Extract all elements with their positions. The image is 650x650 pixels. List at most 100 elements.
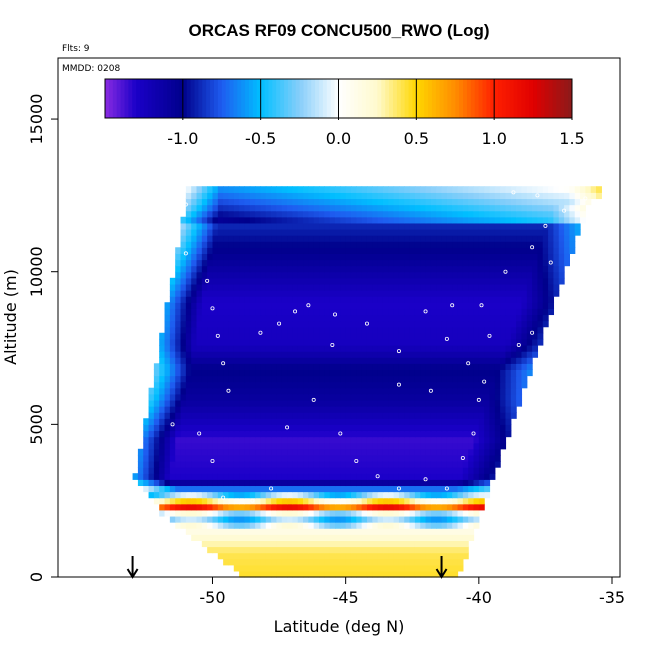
field-cell (478, 473, 485, 480)
field-cell (175, 308, 182, 316)
field-cell (377, 552, 384, 560)
field-cell (260, 235, 267, 242)
field-cell (489, 277, 496, 285)
colorbar-swatch (116, 79, 122, 118)
colorbar-swatch (525, 79, 530, 118)
field-cell (217, 259, 224, 267)
field-cell (255, 235, 262, 242)
field-cell (366, 210, 373, 218)
field-cell (446, 552, 453, 560)
field-cell (265, 369, 272, 377)
field-cell (345, 479, 352, 487)
field-cell (361, 564, 368, 572)
field-cell (350, 430, 357, 438)
field-cell (169, 497, 176, 505)
field-cell (340, 473, 347, 480)
field-cell (484, 332, 491, 340)
field-cell (223, 265, 230, 273)
field-cell (164, 479, 171, 487)
field-cell (366, 564, 373, 572)
field-cell (409, 393, 416, 401)
field-cell (233, 491, 240, 499)
field-cell (505, 186, 512, 193)
field-cell (239, 375, 246, 383)
field-cell (180, 235, 187, 242)
field-cell (500, 283, 507, 291)
field-cell (409, 399, 416, 407)
field-cell (201, 509, 208, 517)
field-cell (398, 491, 405, 499)
field-cell (212, 198, 219, 206)
field-cell (441, 412, 448, 419)
field-cell (159, 448, 166, 456)
field-cell (287, 552, 293, 560)
field-cell (462, 296, 469, 303)
field-cell (191, 314, 198, 322)
field-cell (297, 296, 304, 303)
field-cell (335, 570, 341, 578)
field-cell (271, 308, 278, 316)
field-cell (345, 546, 352, 554)
field-cell (324, 387, 331, 395)
field-cell (473, 314, 480, 322)
field-cell (414, 302, 421, 309)
field-cell (239, 406, 246, 413)
field-cell (239, 302, 246, 309)
field-cell (526, 369, 533, 377)
field-cell (228, 314, 235, 322)
field-cell (340, 216, 347, 224)
field-cell (420, 497, 427, 505)
field-cell (361, 485, 368, 493)
field-cell (505, 369, 512, 377)
field-cell (239, 259, 246, 267)
field-cell (441, 198, 448, 206)
field-cell (244, 503, 251, 511)
field-cell (265, 204, 272, 212)
field-cell (377, 448, 384, 456)
field-cell (356, 558, 363, 566)
field-cell (185, 485, 192, 493)
field-cell (468, 283, 475, 291)
field-cell (175, 363, 182, 370)
field-cell (452, 314, 459, 322)
field-cell (457, 296, 464, 303)
field-cell (324, 369, 331, 377)
field-cell (388, 369, 395, 377)
field-cell (297, 210, 304, 218)
field-cell (372, 491, 379, 499)
field-cell (329, 436, 336, 444)
field-cell (249, 302, 256, 309)
field-cell (233, 296, 240, 303)
field-cell (430, 558, 437, 566)
field-cell (249, 546, 256, 554)
field-cell (345, 381, 352, 389)
field-cell (191, 369, 198, 377)
field-cell (260, 351, 267, 358)
field-cell (366, 369, 373, 377)
field-cell (500, 369, 507, 377)
field-cell (484, 406, 491, 413)
field-cell (233, 534, 240, 541)
field-cell (500, 351, 507, 358)
field-cell (159, 338, 166, 346)
field-cell (388, 540, 395, 548)
field-cell (335, 290, 341, 297)
field-cell (335, 369, 341, 377)
colorbar-swatch (350, 79, 355, 118)
field-cell (329, 235, 336, 242)
field-cell (414, 344, 421, 352)
field-cell (393, 351, 400, 358)
field-cell (478, 436, 485, 444)
field-cell (404, 509, 411, 517)
field-cell (201, 454, 208, 462)
field-cell (228, 363, 235, 370)
field-cell (207, 290, 214, 297)
field-cell (446, 406, 453, 413)
field-cell (382, 528, 389, 535)
field-cell (345, 406, 352, 413)
field-cell (521, 241, 528, 248)
field-cell (521, 302, 528, 309)
field-cell (319, 491, 325, 499)
field-cell (303, 314, 309, 322)
field-cell (350, 442, 357, 450)
